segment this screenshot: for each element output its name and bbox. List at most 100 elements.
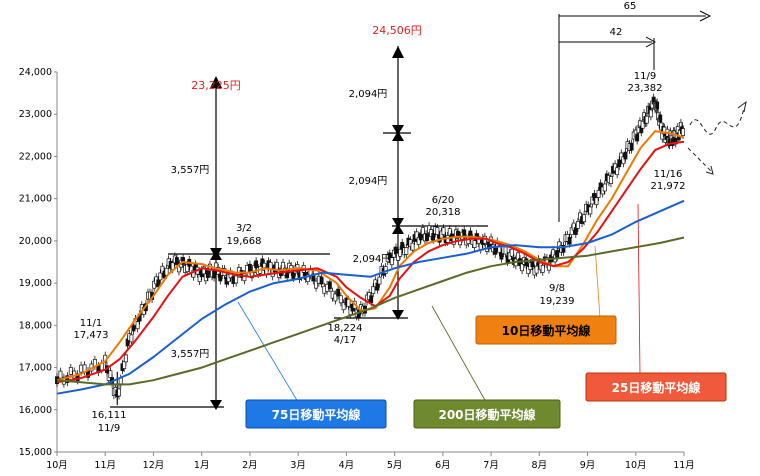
arrow-b-bottom: [392, 310, 404, 320]
candle-body: [135, 321, 140, 330]
candle-body: [131, 323, 136, 332]
candle-body: [400, 242, 405, 250]
candle-body: [79, 364, 84, 373]
candle-body: [260, 258, 265, 267]
annotation-0417-date: 4/17: [334, 335, 356, 346]
candle-body: [602, 183, 607, 192]
arrow-a-mid-up: [210, 250, 222, 260]
x-tick-label: 4月: [339, 460, 355, 471]
candle-body: [252, 265, 257, 273]
candle-body: [117, 388, 121, 397]
candle-body: [247, 263, 252, 272]
legend-ma200-label: 200日移動平均線: [438, 407, 535, 422]
candle-body: [594, 197, 599, 206]
candle-body: [389, 257, 394, 266]
candle-body: [254, 260, 259, 269]
candle-body: [435, 227, 440, 235]
candle-body: [573, 227, 578, 235]
annotation-1109b-value: 23,382: [628, 83, 663, 94]
x-tick-label: 3月: [290, 460, 306, 471]
candle-body: [305, 274, 310, 282]
candle-body: [425, 233, 429, 241]
x-tick-label: 2月: [242, 460, 258, 471]
candle-body: [191, 269, 196, 278]
days-42-label: 42: [610, 27, 623, 38]
annotation-1101-date: 11/1: [80, 318, 102, 329]
candle-body: [520, 263, 525, 272]
annotation-1116-value: 21,972: [651, 181, 686, 192]
candle-body: [158, 272, 163, 281]
candle-body: [404, 247, 409, 255]
annotation-1116-date: 11/16: [654, 169, 683, 180]
range-a1-label: 3,557円: [171, 165, 210, 176]
y-tick-label: 17,000: [19, 363, 52, 374]
range-b1-label: 2,094円: [349, 89, 388, 100]
candle-body: [414, 231, 419, 240]
candle-body: [596, 190, 601, 198]
candle-body: [623, 151, 628, 160]
series-line-1: [56, 140, 685, 384]
annotation-0908-date: 9/8: [549, 283, 565, 294]
candle-body: [588, 206, 593, 215]
leader-ma25: [637, 203, 641, 374]
legend-ma200: 200日移動平均線: [413, 399, 561, 429]
y-tick-label: 20,000: [19, 236, 52, 247]
candle-body: [205, 270, 210, 278]
candle-body: [569, 227, 574, 236]
annotation-0620-value: 20,318: [426, 207, 461, 218]
candle-body: [658, 114, 663, 123]
candle-body: [509, 248, 514, 257]
candle-body: [441, 227, 446, 236]
candle-body: [575, 221, 580, 229]
candle-body: [377, 276, 382, 285]
x-tick-label: 5月: [387, 460, 403, 471]
candle-body: [567, 236, 572, 245]
candle-body: [242, 273, 247, 282]
candle-body: [635, 133, 640, 142]
range-a2-label: 3,557円: [171, 349, 210, 360]
candle-body: [181, 257, 186, 265]
candle-body: [341, 302, 346, 311]
candle-body: [456, 230, 460, 239]
arrow-65: [699, 10, 712, 22]
annotation-0620-date: 6/20: [432, 195, 454, 206]
guide-lines: [110, 10, 747, 410]
projection-down-head: [705, 165, 714, 175]
candle-body: [431, 232, 436, 241]
arrow-b-mid2-up: [392, 224, 404, 234]
candle-body: [420, 227, 425, 235]
target-b-label: 24,506円: [372, 24, 422, 37]
candle-body: [226, 274, 231, 283]
annotation-0417-value: 18,224: [328, 323, 363, 334]
moving-average-lines: [56, 130, 685, 395]
candle-body: [487, 241, 491, 250]
y-tick-label: 24,000: [19, 67, 52, 78]
candle-body: [375, 282, 380, 291]
candle-body: [681, 128, 685, 136]
legend-ma25: 25日移動平均線: [585, 372, 727, 402]
candle-body: [274, 261, 279, 270]
candle-body: [615, 167, 620, 176]
projection-down: [687, 147, 713, 173]
candle-body: [160, 265, 165, 274]
projection-up-wave: [689, 107, 745, 135]
x-tick-label: 1月: [194, 460, 210, 471]
annotation-1109b-date: 11/9: [634, 71, 656, 82]
x-tick-label: 7月: [483, 460, 499, 471]
days-65-label: 65: [624, 1, 637, 12]
candle-body: [534, 265, 539, 274]
candle-body: [447, 228, 452, 236]
arrow-b-top: [392, 46, 404, 58]
candle-body: [499, 251, 504, 260]
candle-body: [75, 373, 80, 382]
x-tick-label: 11月: [94, 460, 116, 471]
candle-body: [197, 274, 202, 282]
candle-body: [336, 288, 341, 297]
x-tick-label: 11月: [673, 460, 695, 471]
candle-body: [65, 375, 70, 384]
candle-body: [468, 230, 473, 239]
candle-body: [592, 193, 597, 201]
legend-ma10-label: 10日移動平均線: [502, 323, 591, 338]
x-tick-label: 12月: [143, 460, 165, 471]
